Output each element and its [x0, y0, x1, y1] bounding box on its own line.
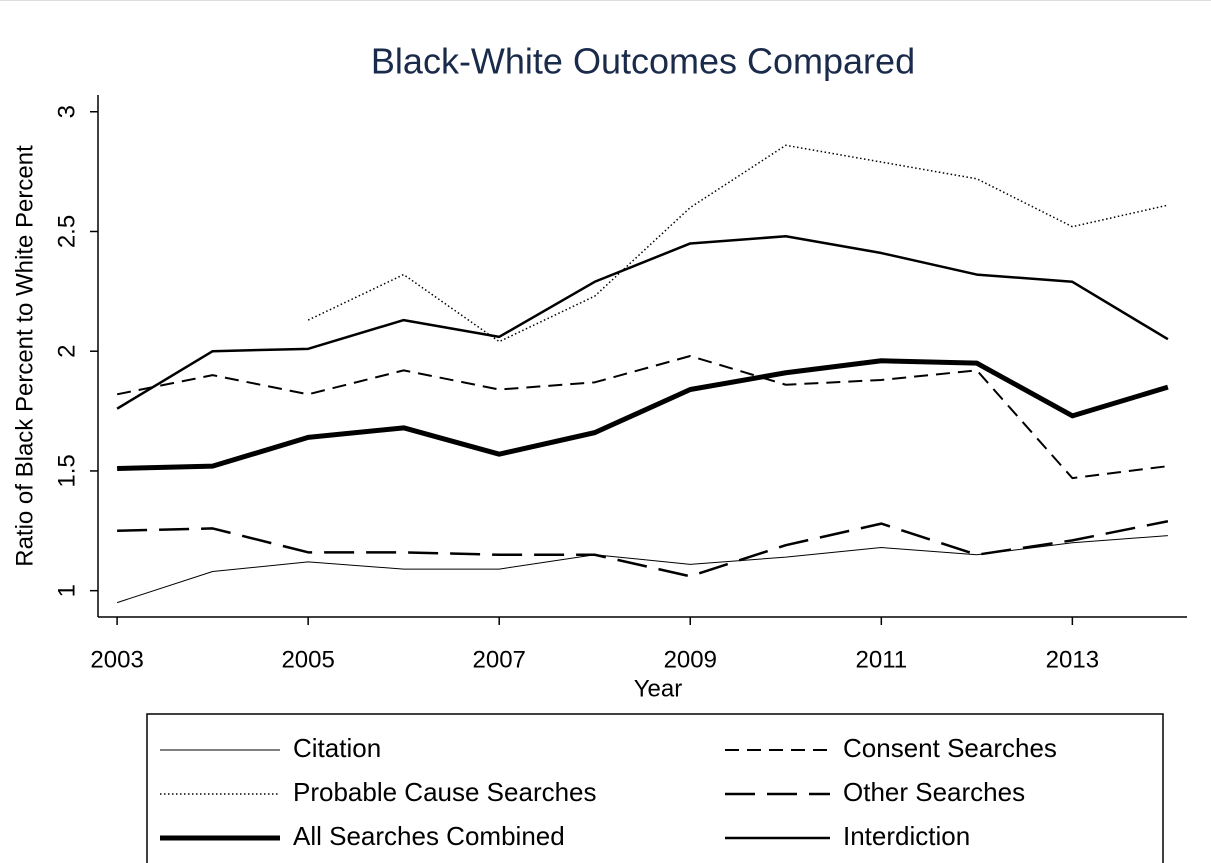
- legend-box: [146, 713, 1164, 863]
- legend-label: All Searches Combined: [293, 821, 565, 851]
- y-tick-label: 2: [53, 345, 80, 358]
- series-line: [117, 358, 1169, 472]
- x-axis-label: Year: [634, 675, 683, 702]
- y-tick-label: 3: [53, 105, 80, 118]
- series-line: [117, 519, 1169, 578]
- x-tick-label: 2011: [856, 646, 908, 673]
- chart-title: Black-White Outcomes Compared: [371, 41, 915, 82]
- legend-label: Other Searches: [843, 777, 1025, 807]
- legend-label: Citation: [293, 733, 381, 763]
- y-tick-label: 1.5: [53, 454, 80, 487]
- x-tick-label: 2009: [664, 646, 717, 673]
- series-line: [116, 355, 1169, 480]
- x-tick-label: 2005: [281, 646, 334, 673]
- x-tick-label: 2013: [1046, 646, 1099, 673]
- series-line: [116, 235, 1169, 410]
- x-tick-label: 2003: [90, 646, 143, 673]
- y-axis-label: Ratio of Black Percent to White Percent: [11, 145, 38, 567]
- x-tick-label: 2007: [473, 646, 526, 673]
- legend-label: Consent Searches: [843, 733, 1057, 763]
- y-tick-label: 1: [53, 584, 80, 597]
- legend-label: Probable Cause Searches: [293, 777, 597, 807]
- y-tick-label: 2.5: [53, 215, 80, 248]
- series-line: [307, 144, 1169, 343]
- legend-label: Interdiction: [843, 821, 970, 851]
